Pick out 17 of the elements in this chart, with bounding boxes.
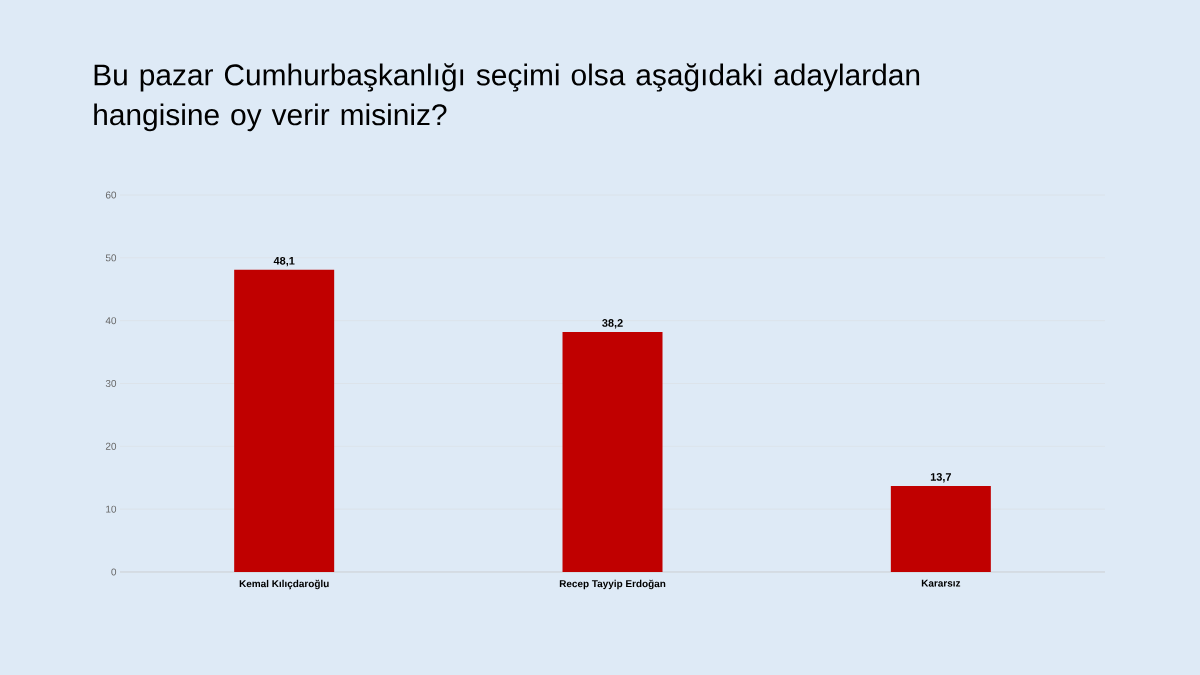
y-tick-label: 60 bbox=[105, 191, 117, 199]
x-tick-label: Recep Tayyip Erdoğan bbox=[559, 579, 666, 590]
x-tick-label: Kemal Kılıçdaroğlu bbox=[239, 579, 329, 590]
x-tick-label: Kararsız bbox=[921, 579, 961, 587]
y-tick-label: 30 bbox=[105, 379, 117, 388]
y-tick-label: 10 bbox=[106, 505, 117, 513]
bar bbox=[234, 269, 335, 572]
bar bbox=[562, 331, 663, 572]
data-label: 13,7 bbox=[930, 473, 952, 483]
y-tick-label: 20 bbox=[105, 442, 117, 450]
data-label: 48,1 bbox=[273, 256, 295, 267]
y-tick-label: 50 bbox=[105, 254, 117, 262]
chart-title: Bu pazar Cumhurbaşkanlığı seçimi olsa aşağıdaki adaylardan hangisine oy verir misiniz? bbox=[94, 63, 920, 132]
y-tick-label: 40 bbox=[105, 317, 117, 325]
bar bbox=[890, 485, 991, 572]
y-tick-label: 0 bbox=[111, 568, 117, 576]
data-label: 38,2 bbox=[602, 319, 623, 329]
